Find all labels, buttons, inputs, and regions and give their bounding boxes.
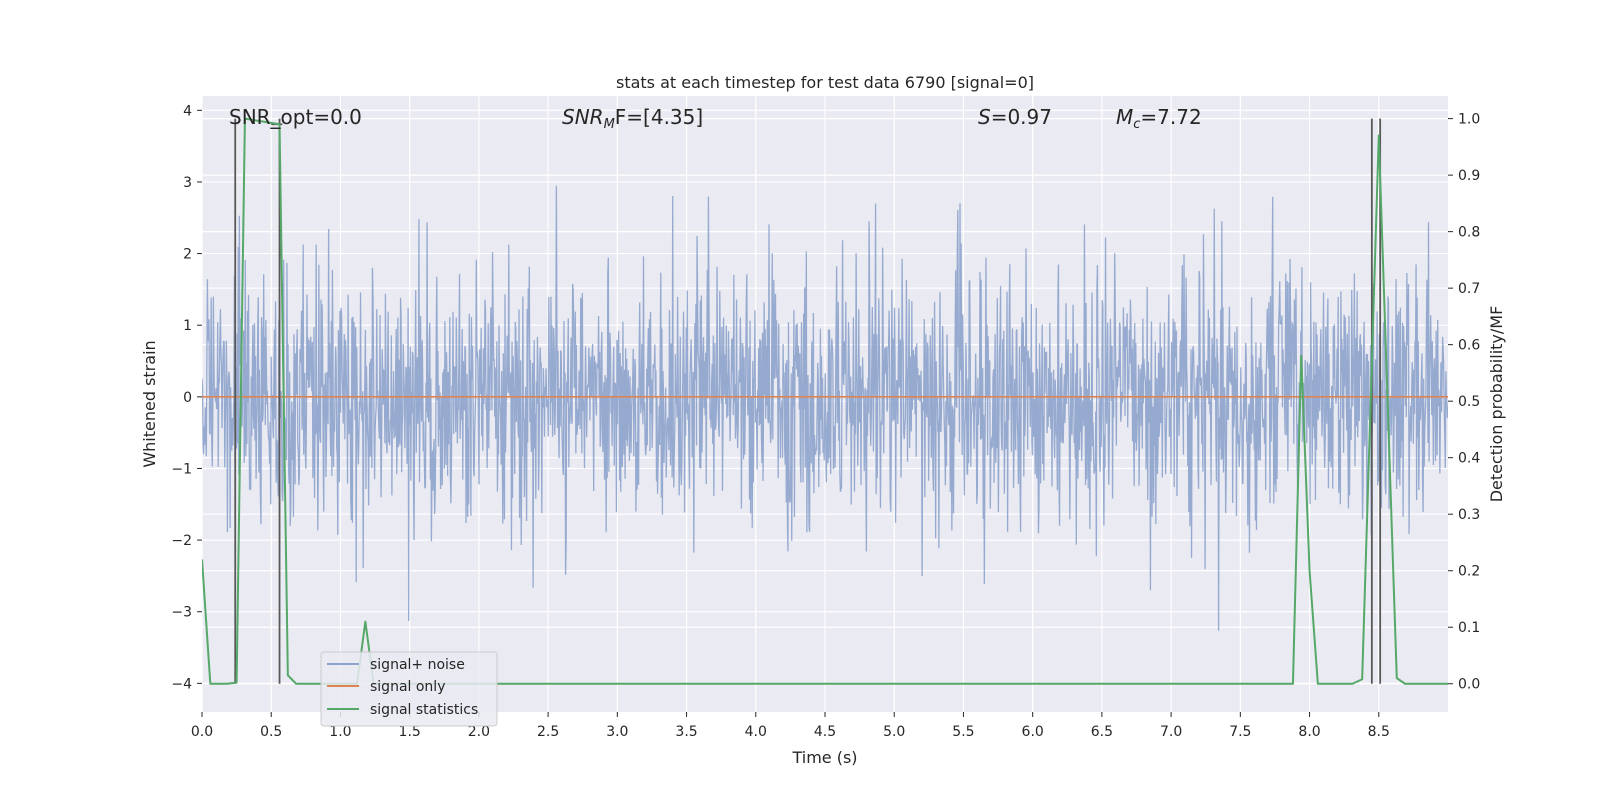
- left-y-tick-label: −2: [171, 533, 192, 549]
- left-y-tick-label: 1: [183, 318, 192, 334]
- right-y-tick-label: 0.4: [1458, 451, 1480, 467]
- x-axis-label: Time (s): [791, 748, 857, 767]
- x-tick-label: 8.0: [1298, 724, 1320, 740]
- left-y-tick-label: −3: [171, 605, 192, 621]
- right-y-tick-label: 0.5: [1458, 394, 1480, 410]
- x-tick-label: 7.5: [1229, 724, 1251, 740]
- left-y-tick-label: 4: [183, 103, 192, 119]
- legend-label-signal-only: signal only: [370, 679, 445, 695]
- x-tick-label: 6.5: [1091, 724, 1113, 740]
- series-signal-noise: [202, 185, 1448, 631]
- series-signal-statistics-line: [202, 117, 1448, 685]
- x-tick-label: 1.5: [399, 724, 421, 740]
- left-y-tick-label: 3: [183, 175, 192, 191]
- x-tick-label: 7.0: [1160, 724, 1182, 740]
- right-y-tick-label: 0.3: [1458, 507, 1480, 523]
- x-tick-label: 4.0: [745, 724, 767, 740]
- annotation-snr-mf-rest: F=[4.35]: [615, 105, 703, 129]
- x-axis-ticks: 0.0 0.5 1.0 1.5 2.0 2.5 3.0 3.5 4.0 4.5 5.0 5.5 6.0 6…: [191, 712, 1390, 740]
- left-y-axis-label: Whitened strain: [140, 340, 159, 467]
- annotation-snr-mf-name: SNR: [562, 105, 604, 129]
- annotation-snr-mf: SNRMF=[4.35]: [562, 105, 703, 132]
- annotation-mc-rest: =7.72: [1140, 105, 1201, 129]
- right-y-tick-label: 0.8: [1458, 225, 1480, 241]
- marker-lines: [234, 118, 1382, 684]
- right-y-tick-label: 0.6: [1458, 338, 1480, 354]
- x-tick-label: 5.5: [952, 724, 974, 740]
- annotation-mc-sub: c: [1133, 117, 1140, 132]
- annotation-mc-name: M: [1116, 105, 1133, 129]
- left-y-tick-label: 0: [183, 390, 192, 406]
- x-tick-label: 3.5: [675, 724, 697, 740]
- x-tick-label: 2.5: [537, 724, 559, 740]
- right-y-tick-label: 0.7: [1458, 281, 1480, 297]
- legend-box: [320, 651, 498, 727]
- right-y-axis-label: Detection probability/MF: [1487, 306, 1506, 503]
- right-y-tick-label: 1.0: [1458, 112, 1480, 128]
- annotation-snr-opt: SNR_opt=0.0: [229, 105, 362, 129]
- legend-label-signal-statistics: signal statistics: [370, 702, 478, 718]
- noise-trace: [202, 185, 1448, 631]
- right-y-tick-label: 0.0: [1458, 677, 1480, 693]
- legend: signal+ noise signal only signal statist…: [320, 651, 498, 727]
- annotation-mc: Mc=7.72: [1116, 105, 1202, 132]
- x-tick-label: 1.0: [329, 724, 351, 740]
- x-tick-label: 5.0: [883, 724, 905, 740]
- x-tick-label: 2.0: [468, 724, 490, 740]
- chart-title: stats at each timestep for test data 679…: [616, 73, 1034, 92]
- annotation-s-rest: =0.97: [991, 105, 1052, 129]
- right-y-axis-ticks: 0.0 0.1 0.2 0.3 0.4 0.5 0.6 0.7 0.8 0.9 1.0: [1448, 112, 1480, 693]
- right-y-tick-label: 0.1: [1458, 620, 1480, 636]
- x-tick-label: 6.0: [1022, 724, 1044, 740]
- x-tick-label: 0.0: [191, 724, 213, 740]
- annotation-snr-mf-sub: M: [604, 117, 615, 132]
- left-y-tick-label: −1: [171, 461, 192, 477]
- x-tick-label: 8.5: [1368, 724, 1390, 740]
- right-y-tick-label: 0.9: [1458, 168, 1480, 184]
- left-y-tick-label: 2: [183, 247, 192, 263]
- annotation-s: S=0.97: [978, 105, 1052, 129]
- x-tick-label: 0.5: [260, 724, 282, 740]
- annotation-s-name: S: [978, 105, 991, 129]
- x-tick-label: 4.5: [814, 724, 836, 740]
- left-y-tick-label: −4: [171, 676, 192, 692]
- x-tick-label: 3.0: [606, 724, 628, 740]
- right-y-tick-label: 0.2: [1458, 564, 1480, 580]
- legend-label-signal-noise: signal+ noise: [370, 657, 465, 673]
- left-y-axis-ticks: −4 −3 −2 −1 0 1 2 3 4: [171, 103, 202, 692]
